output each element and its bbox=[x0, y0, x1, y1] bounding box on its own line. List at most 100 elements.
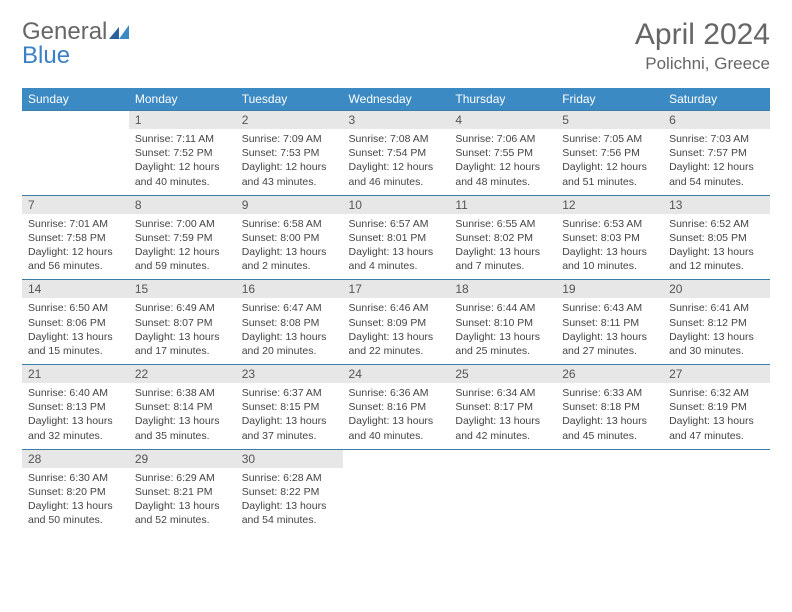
sunset: Sunset: 8:21 PM bbox=[135, 485, 230, 499]
daylight: Daylight: 12 hours and 40 minutes. bbox=[135, 160, 230, 188]
sunset: Sunset: 7:56 PM bbox=[562, 146, 657, 160]
month-title: April 2024 bbox=[635, 18, 770, 52]
day-number: 24 bbox=[343, 365, 450, 384]
daylight: Daylight: 13 hours and 25 minutes. bbox=[455, 330, 550, 358]
logo: General Blue bbox=[22, 18, 129, 68]
day-details: Sunrise: 6:34 AMSunset: 8:17 PMDaylight:… bbox=[449, 383, 556, 449]
day-details: Sunrise: 6:43 AMSunset: 8:11 PMDaylight:… bbox=[556, 298, 663, 364]
day-details: Sunrise: 6:47 AMSunset: 8:08 PMDaylight:… bbox=[236, 298, 343, 364]
daylight: Daylight: 13 hours and 22 minutes. bbox=[349, 330, 444, 358]
sunset: Sunset: 8:00 PM bbox=[242, 231, 337, 245]
daylight: Daylight: 12 hours and 46 minutes. bbox=[349, 160, 444, 188]
sunrise: Sunrise: 6:43 AM bbox=[562, 301, 657, 315]
sunset: Sunset: 7:58 PM bbox=[28, 231, 123, 245]
sunrise: Sunrise: 7:11 AM bbox=[135, 132, 230, 146]
logo-text-2: Blue bbox=[22, 42, 70, 69]
day-details: Sunrise: 6:33 AMSunset: 8:18 PMDaylight:… bbox=[556, 383, 663, 449]
day-details-row: Sunrise: 6:30 AMSunset: 8:20 PMDaylight:… bbox=[22, 468, 770, 534]
day-details: Sunrise: 6:46 AMSunset: 8:09 PMDaylight:… bbox=[343, 298, 450, 364]
day-number: 16 bbox=[236, 280, 343, 299]
daylight: Daylight: 13 hours and 42 minutes. bbox=[455, 414, 550, 442]
day-details-row: Sunrise: 6:50 AMSunset: 8:06 PM Daylight:… bbox=[22, 298, 770, 364]
daylight: Daylight: 13 hours and 4 minutes. bbox=[349, 245, 444, 273]
day-details: Sunrise: 6:55 AMSunset: 8:02 PMDaylight:… bbox=[449, 214, 556, 280]
empty-cell bbox=[556, 468, 663, 534]
sunrise: Sunrise: 6:36 AM bbox=[349, 386, 444, 400]
daylight: Daylight: 12 hours and 59 minutes. bbox=[135, 245, 230, 273]
day-number: 30 bbox=[236, 449, 343, 468]
weekday-header-row: SundayMondayTuesdayWednesdayThursdayFrid… bbox=[22, 88, 770, 111]
sunset: Sunset: 8:08 PM bbox=[242, 316, 337, 330]
day-number-row: 78910111213 bbox=[22, 195, 770, 214]
daylight: Daylight: 12 hours and 56 minutes. bbox=[28, 245, 123, 273]
sunrise: Sunrise: 6:29 AM bbox=[135, 471, 230, 485]
empty-cell bbox=[343, 468, 450, 534]
sunrise: Sunrise: 6:57 AM bbox=[349, 217, 444, 231]
day-details: Sunrise: 6:50 AMSunset: 8:06 PMDaylight:… bbox=[22, 298, 129, 364]
sunset: Sunset: 8:22 PM bbox=[242, 485, 337, 499]
sunset: Sunset: 8:17 PM bbox=[455, 400, 550, 414]
day-number: 10 bbox=[343, 195, 450, 214]
sunrise: Sunrise: 6:44 AM bbox=[455, 301, 550, 315]
daylight: Daylight: 13 hours and 27 minutes. bbox=[562, 330, 657, 358]
empty-cell bbox=[663, 449, 770, 468]
day-number: 1 bbox=[129, 111, 236, 130]
daylight: Daylight: 13 hours and 50 minutes. bbox=[28, 499, 123, 527]
weekday-header: Tuesday bbox=[236, 88, 343, 111]
sunrise: Sunrise: 7:08 AM bbox=[349, 132, 444, 146]
daylight: Daylight: 13 hours and 47 minutes. bbox=[669, 414, 764, 442]
sunset: Sunset: 8:03 PM bbox=[562, 231, 657, 245]
sunrise: Sunrise: 6:33 AM bbox=[562, 386, 657, 400]
sunrise: Sunrise: 7:09 AM bbox=[242, 132, 337, 146]
daylight: Daylight: 13 hours and 40 minutes. bbox=[349, 414, 444, 442]
daylight: Daylight: 13 hours and 37 minutes. bbox=[242, 414, 337, 442]
empty-cell bbox=[663, 468, 770, 534]
logo-text-1: General bbox=[22, 18, 107, 45]
day-number: 2 bbox=[236, 111, 343, 130]
day-details: Sunrise: 6:36 AMSunset: 8:16 PMDaylight:… bbox=[343, 383, 450, 449]
day-details: Sunrise: 6:32 AMSunset: 8:19 PMDaylight:… bbox=[663, 383, 770, 449]
sunset: Sunset: 8:06 PM bbox=[28, 316, 123, 330]
empty-cell bbox=[22, 129, 129, 195]
day-number: 26 bbox=[556, 365, 663, 384]
sunset: Sunset: 7:55 PM bbox=[455, 146, 550, 160]
day-number: 7 bbox=[22, 195, 129, 214]
day-number: 12 bbox=[556, 195, 663, 214]
daylight: Daylight: 12 hours and 43 minutes. bbox=[242, 160, 337, 188]
day-number: 14 bbox=[22, 280, 129, 299]
day-number: 22 bbox=[129, 365, 236, 384]
daylight: Daylight: 13 hours and 10 minutes. bbox=[562, 245, 657, 273]
day-details: Sunrise: 6:38 AMSunset: 8:14 PMDaylight:… bbox=[129, 383, 236, 449]
sunset: Sunset: 7:59 PM bbox=[135, 231, 230, 245]
day-number: 5 bbox=[556, 111, 663, 130]
day-details-row: Sunrise: 6:40 AMSunset: 8:13 PMDaylight:… bbox=[22, 383, 770, 449]
weekday-header: Sunday bbox=[22, 88, 129, 111]
daylight: Daylight: 13 hours and 20 minutes. bbox=[242, 330, 337, 358]
sunrise: Sunrise: 6:52 AM bbox=[669, 217, 764, 231]
day-number: 17 bbox=[343, 280, 450, 299]
day-number: 29 bbox=[129, 449, 236, 468]
day-details-row: Sunrise: 7:01 AMSunset: 7:58 PMDaylight:… bbox=[22, 214, 770, 280]
sunrise: Sunrise: 6:50 AM bbox=[28, 301, 123, 315]
day-details: Sunrise: 6:41 AMSunset: 8:12 PMDaylight:… bbox=[663, 298, 770, 364]
sunrise: Sunrise: 6:53 AM bbox=[562, 217, 657, 231]
daylight: Daylight: 13 hours and 45 minutes. bbox=[562, 414, 657, 442]
sunset: Sunset: 8:02 PM bbox=[455, 231, 550, 245]
day-details: Sunrise: 6:49 AMSunset: 8:07 PMDaylight:… bbox=[129, 298, 236, 364]
sunrise: Sunrise: 7:03 AM bbox=[669, 132, 764, 146]
weekday-header: Saturday bbox=[663, 88, 770, 111]
page-header: General Blue April 2024 Polichni, Greece bbox=[22, 18, 770, 74]
day-details: Sunrise: 7:11 AMSunset: 7:52 PMDaylight:… bbox=[129, 129, 236, 195]
day-details: Sunrise: 6:57 AMSunset: 8:01 PMDaylight:… bbox=[343, 214, 450, 280]
day-number: 19 bbox=[556, 280, 663, 299]
sunrise: Sunrise: 6:58 AM bbox=[242, 217, 337, 231]
day-number-row: 21222324252627 bbox=[22, 365, 770, 384]
day-details-row: Sunrise: 7:11 AMSunset: 7:52 PMDaylight:… bbox=[22, 129, 770, 195]
sunrise: Sunrise: 6:49 AM bbox=[135, 301, 230, 315]
sunrise: Sunrise: 7:06 AM bbox=[455, 132, 550, 146]
day-number: 8 bbox=[129, 195, 236, 214]
sunrise: Sunrise: 6:32 AM bbox=[669, 386, 764, 400]
sunset: Sunset: 8:14 PM bbox=[135, 400, 230, 414]
sunset: Sunset: 8:12 PM bbox=[669, 316, 764, 330]
day-details: Sunrise: 7:03 AMSunset: 7:57 PMDaylight:… bbox=[663, 129, 770, 195]
